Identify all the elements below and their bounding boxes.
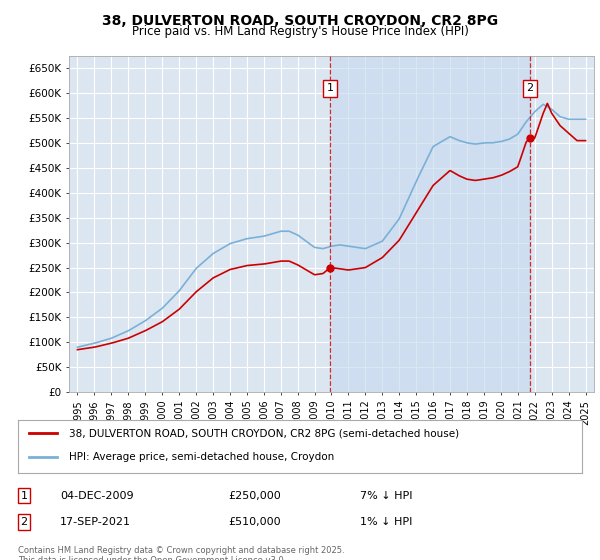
Bar bbox=[330, 56, 530, 392]
Text: 38, DULVERTON ROAD, SOUTH CROYDON, CR2 8PG: 38, DULVERTON ROAD, SOUTH CROYDON, CR2 8… bbox=[102, 14, 498, 28]
Text: £250,000: £250,000 bbox=[228, 491, 281, 501]
Text: HPI: Average price, semi-detached house, Croydon: HPI: Average price, semi-detached house,… bbox=[69, 452, 334, 462]
Text: 2: 2 bbox=[526, 83, 533, 94]
Text: 1: 1 bbox=[326, 83, 334, 94]
Text: 2: 2 bbox=[20, 517, 28, 527]
Text: 38, DULVERTON ROAD, SOUTH CROYDON, CR2 8PG (semi-detached house): 38, DULVERTON ROAD, SOUTH CROYDON, CR2 8… bbox=[69, 428, 459, 438]
Text: 17-SEP-2021: 17-SEP-2021 bbox=[60, 517, 131, 527]
Text: 1: 1 bbox=[20, 491, 28, 501]
Text: 7% ↓ HPI: 7% ↓ HPI bbox=[360, 491, 413, 501]
Text: 04-DEC-2009: 04-DEC-2009 bbox=[60, 491, 134, 501]
Text: Price paid vs. HM Land Registry's House Price Index (HPI): Price paid vs. HM Land Registry's House … bbox=[131, 25, 469, 38]
Text: £510,000: £510,000 bbox=[228, 517, 281, 527]
Text: Contains HM Land Registry data © Crown copyright and database right 2025.
This d: Contains HM Land Registry data © Crown c… bbox=[18, 546, 344, 560]
Text: 1% ↓ HPI: 1% ↓ HPI bbox=[360, 517, 412, 527]
